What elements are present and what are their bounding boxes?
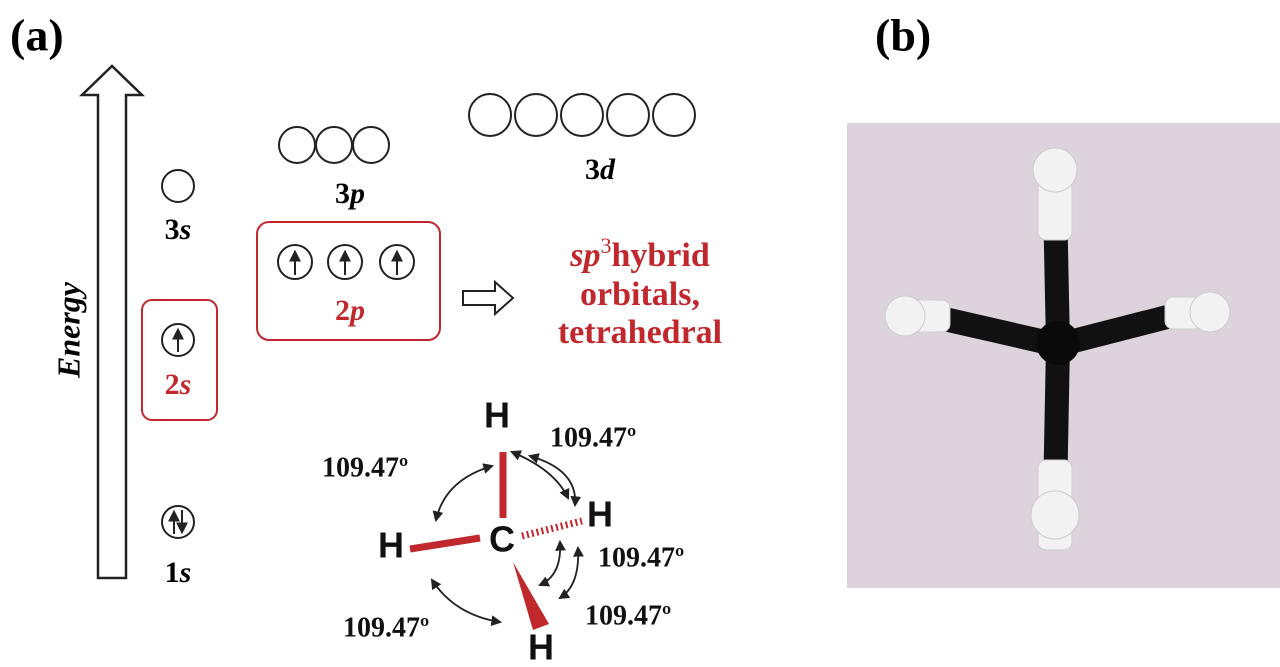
svg-text:sp3hybrid: sp3hybrid bbox=[569, 233, 710, 274]
figure: (a) (b) Energy 3s 2s 1s 3p 3d 2p sp3hybr… bbox=[0, 0, 1280, 667]
orbital bbox=[162, 506, 194, 538]
orbital-label: 3s bbox=[165, 213, 192, 246]
panel-label: (b) bbox=[875, 10, 931, 61]
text: 109.47º bbox=[322, 452, 408, 483]
orbital-group bbox=[278, 245, 414, 279]
text: hybrid bbox=[611, 237, 709, 274]
text: 3 bbox=[335, 177, 350, 210]
orbital-label: 3d bbox=[585, 153, 616, 186]
text: s bbox=[179, 213, 192, 246]
text: H bbox=[484, 395, 510, 436]
text: s bbox=[179, 556, 192, 589]
wedge-bond bbox=[513, 562, 549, 630]
orbital-label: 3p bbox=[335, 177, 365, 210]
orbital-label: 2p bbox=[335, 294, 365, 327]
text: 109.47º bbox=[343, 612, 429, 643]
text: sp bbox=[569, 237, 600, 274]
text: orbitals, bbox=[580, 276, 700, 313]
text: H bbox=[528, 627, 554, 667]
energy-label: Energy bbox=[50, 281, 86, 379]
text: 109.47º bbox=[585, 600, 671, 631]
text: H bbox=[587, 494, 613, 535]
text: C bbox=[489, 519, 515, 560]
panel-label: (a) bbox=[10, 10, 64, 61]
text: 2 bbox=[165, 368, 180, 401]
text: H bbox=[378, 525, 404, 566]
text: 109.47º bbox=[550, 422, 636, 453]
text: p bbox=[347, 294, 365, 327]
text: 1 bbox=[165, 556, 180, 589]
text: p bbox=[347, 177, 365, 210]
orbital bbox=[162, 170, 194, 202]
orbital-label: 2s bbox=[165, 368, 192, 401]
orbital-group bbox=[469, 94, 695, 136]
highlight-box bbox=[142, 300, 217, 420]
text: tetrahedral bbox=[558, 314, 722, 351]
hybrid-label: sp3hybrid orbitals, tetrahedral bbox=[558, 233, 722, 351]
text: 109.47º bbox=[598, 542, 684, 573]
text: 3 bbox=[585, 153, 600, 186]
text: 3 bbox=[165, 213, 180, 246]
orbital-group bbox=[279, 127, 389, 163]
orbital-label: 1s bbox=[165, 556, 192, 589]
text: 3 bbox=[600, 233, 611, 258]
energy-arrow bbox=[82, 66, 142, 578]
text: 2 bbox=[335, 294, 350, 327]
text: s bbox=[179, 368, 192, 401]
text: d bbox=[600, 153, 616, 186]
transition-arrow bbox=[463, 282, 513, 314]
